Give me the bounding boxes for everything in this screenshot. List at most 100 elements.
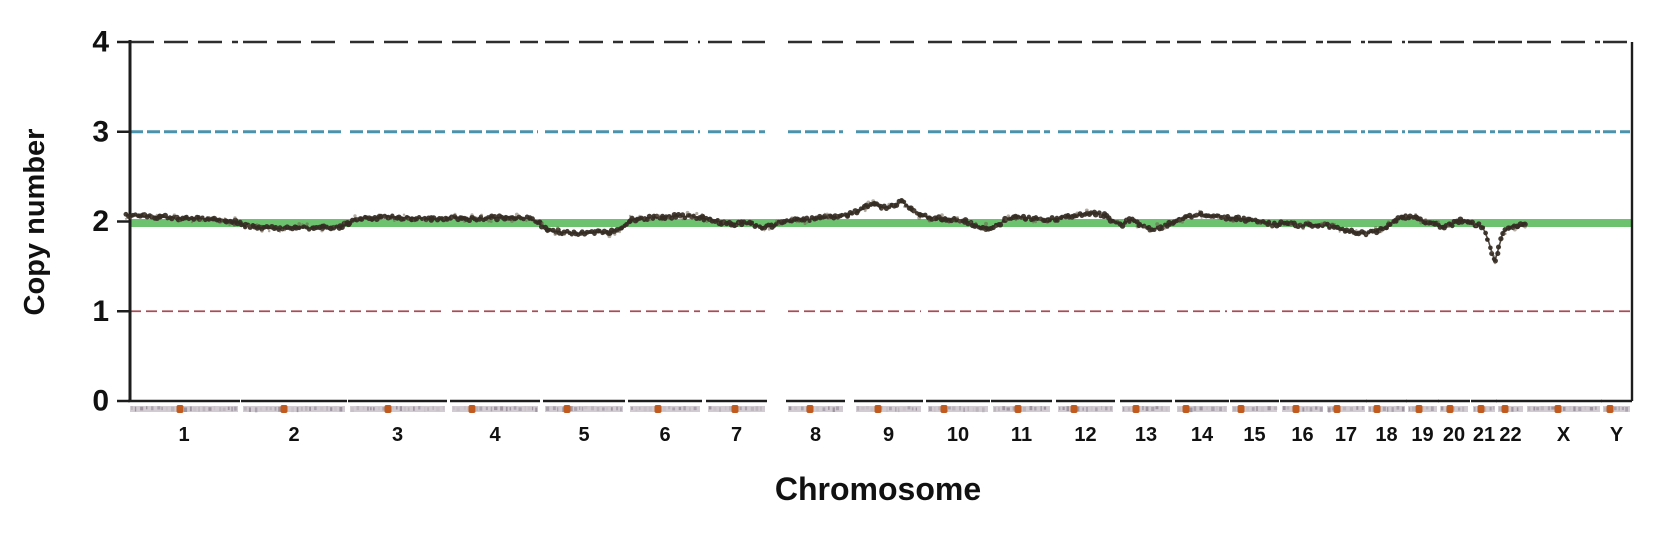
data-point-fringe [648,218,651,222]
data-point-fringe [247,223,252,228]
ideogram-band [1621,407,1624,411]
ideogram-band [453,406,455,410]
ideogram-band [1178,407,1182,412]
ideogram-band [668,406,671,410]
data-point [1476,221,1482,227]
ideogram-band [1551,406,1555,410]
ideogram-band [1578,407,1582,411]
data-point-fringe [898,202,901,205]
ideogram-band [476,406,479,411]
data-point [1387,222,1393,227]
ideogram-band [1043,406,1047,410]
data-point-fringe [695,211,699,216]
data-point-fringe [320,229,324,233]
y-tick-label: 3 [92,115,109,148]
centromere-icon [731,405,739,413]
ideogram-band [1066,406,1070,412]
ideogram-band [822,407,826,411]
ideogram-band [1062,406,1065,410]
ideogram-band [403,406,406,412]
ideogram-band [963,407,965,412]
centromere-icon [1446,405,1454,413]
chromosome-label: 12 [1074,424,1096,446]
reference-lines [130,40,1632,313]
ideogram-band [648,406,652,412]
data-point-fringe [201,219,204,223]
ideogram-band [227,406,230,410]
ideogram-band [1328,407,1331,413]
data-point [592,231,597,236]
ideogram-band [889,406,892,411]
ideogram-band [1142,406,1144,411]
data-point-fringe [1270,225,1274,229]
data-point [1485,237,1490,242]
chromosome-ideogram [856,406,921,412]
data-point-fringe [480,213,484,217]
data-point [1488,245,1493,251]
ideogram-band [1396,406,1400,410]
ideogram-band [1193,406,1197,411]
ideogram-band [1006,407,1010,411]
data-point-fringe [228,223,231,226]
chromosome-label: 18 [1375,424,1397,446]
data-point [238,222,245,228]
trace-connector [125,200,1527,264]
chromosome-label: 14 [1191,424,1214,446]
ideogram-band [505,406,508,412]
data-point [1500,230,1506,237]
ideogram-band [693,406,697,411]
ideogram-band [1411,406,1416,412]
data-point-fringe [525,219,528,223]
ideogram-band [1246,406,1250,411]
data-point [804,215,810,221]
data-point [200,215,205,220]
data-point [1522,221,1528,228]
ideogram-band [208,407,212,411]
data-point-fringe [1523,225,1527,229]
data-point-fringe [425,220,428,223]
ideogram-band [750,406,754,411]
ideogram-band [801,406,804,411]
ideogram-band [832,407,835,412]
ideogram-band [857,406,860,411]
ideogram-band [584,406,588,410]
data-point-fringe [553,232,557,236]
ideogram-band [1206,406,1208,410]
ideogram-band [1090,406,1093,411]
ideogram-band [305,406,308,411]
data-point-fringe [208,216,211,219]
ideogram-band [370,407,372,411]
y-axis-label: Copy number [19,129,51,316]
ideogram-band [1430,406,1434,411]
centromere-icon [1606,405,1614,413]
data-point-fringe [1155,222,1160,227]
chromosome-label: 9 [883,424,894,446]
ideogram-band [535,407,538,412]
ideogram-band [1492,406,1495,410]
ideogram-band [1625,407,1628,412]
data-point [893,202,900,208]
ideogram-band [552,406,556,411]
data-point-fringe [955,216,960,220]
ideogram-band [938,406,941,411]
centromere-icon [384,405,392,413]
ideogram-band [320,406,324,411]
ideogram-band [620,407,622,412]
ideogram-band [259,407,263,411]
y-tick-label: 4 [92,26,109,59]
data-point [1492,258,1498,264]
chromosome-label: 5 [578,424,589,446]
ideogram-band [959,406,961,411]
ideogram-band [334,406,337,411]
ideogram-band [1029,406,1033,411]
ideogram-band [407,407,410,411]
ideogram-band [1528,406,1531,411]
ideogram-band [1369,406,1371,412]
data-point-fringe [1301,226,1305,231]
data-point [417,215,422,220]
data-point-fringe [1014,218,1018,222]
ideogram-band [395,406,398,410]
data-point-fringe [1180,220,1184,224]
ideogram-band [157,406,161,410]
